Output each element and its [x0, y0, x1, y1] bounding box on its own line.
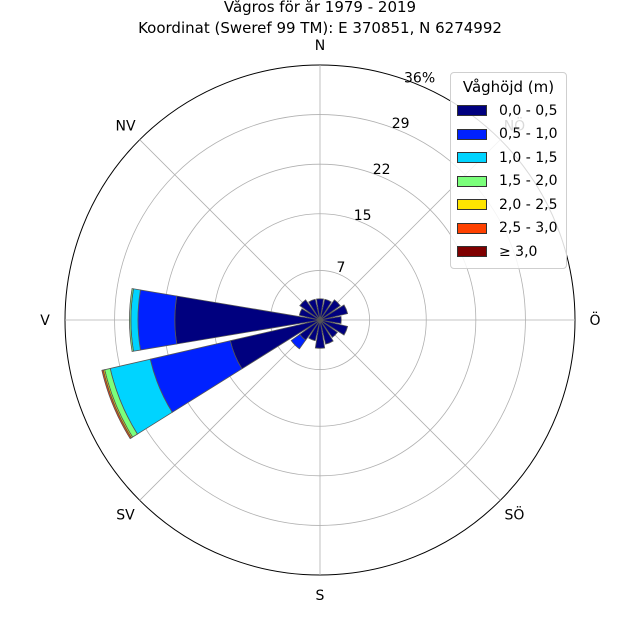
bar-sector-6-bin-0 [319, 319, 338, 338]
direction-label-6: Ö [589, 311, 600, 329]
legend-swatch-4 [457, 199, 487, 211]
legend-label-4: 2,0 - 2,5 [499, 196, 558, 213]
direction-label-4: S [316, 588, 325, 604]
bar-sector-15-bin-0 [308, 298, 321, 321]
direction-label-5: SÖ [505, 505, 525, 523]
r-tick-label-3: 29 [392, 116, 410, 132]
legend-label-6: ≥ 3,0 [499, 243, 538, 260]
chart-title: Vågros för år 1979 - 2019 [223, 0, 417, 16]
direction-label-1: NV [116, 119, 136, 135]
legend-item-3: 1,5 - 2,0 [451, 170, 566, 194]
direction-label-2: V [40, 313, 50, 329]
r-tick-label-4: 36% [404, 70, 435, 86]
legend-item-5: 2,5 - 3,0 [451, 217, 566, 241]
legend-item-4: 2,0 - 2,5 [451, 193, 566, 217]
legend-label-2: 1,0 - 1,5 [499, 149, 558, 166]
bar-sector-11-bin-5 [101, 369, 132, 440]
legend-item-6: ≥ 3,0 [451, 240, 566, 264]
legend-item-2: 1,0 - 1,5 [451, 146, 566, 170]
legend-swatch-1 [457, 128, 487, 140]
bar-sector-3-bin-0 [319, 304, 349, 321]
legend-label-5: 2,5 - 3,0 [499, 220, 558, 237]
legend-label-1: 0,5 - 1,0 [499, 126, 558, 143]
bar-sector-9-bin-0 [308, 319, 321, 342]
bar-sector-2-bin-0 [319, 299, 341, 321]
legend-swatch-5 [457, 222, 487, 234]
r-tick-label-1: 15 [354, 208, 372, 224]
bar-sector-10-bin-1 [290, 333, 307, 350]
bar-sector-5-bin-0 [319, 319, 349, 336]
bar-sector-12-bin-3 [129, 288, 134, 352]
legend-title: Våghöjd (m) [462, 78, 555, 96]
legend-swatch-2 [457, 152, 487, 164]
grid-spoke-5 [139, 319, 321, 501]
legend-item-0: 0,0 - 0,5 [451, 99, 566, 123]
bar-sector-8-bin-0 [314, 319, 326, 349]
bar-sector-14-bin-0 [299, 299, 321, 321]
legend-label-3: 1,5 - 2,0 [499, 173, 558, 190]
r-tick-label-2: 22 [373, 162, 391, 178]
legend: Våghöjd (m) 0,0 - 0,5 0,5 - 1,0 1,0 - 1,5 1… [450, 72, 567, 269]
legend-swatch-6 [457, 246, 487, 258]
legend-swatch-0 [457, 105, 487, 117]
bar-sector-12-bin-1 [137, 289, 178, 351]
bar-sector-7-bin-0 [319, 319, 334, 345]
legend-item-1: 0,5 - 1,0 [451, 123, 566, 147]
bar-sector-0-bin-0 [316, 298, 324, 321]
chart-subtitle: Koordinat (Sweref 99 TM): E 370851, N 62… [138, 19, 502, 37]
legend-label-0: 0,0 - 0,5 [499, 102, 558, 119]
direction-label-3: SV [116, 507, 135, 523]
legend-swatch-3 [457, 175, 487, 187]
direction-label-0: N [315, 38, 325, 54]
grid-spoke-7 [139, 139, 321, 321]
bar-sector-4-bin-0 [319, 316, 342, 324]
bar-sector-13-bin-0 [298, 308, 321, 321]
bar-sector-1-bin-0 [319, 298, 332, 321]
r-tick-label-0: 7 [337, 260, 346, 276]
grid-spoke-3 [319, 319, 501, 501]
